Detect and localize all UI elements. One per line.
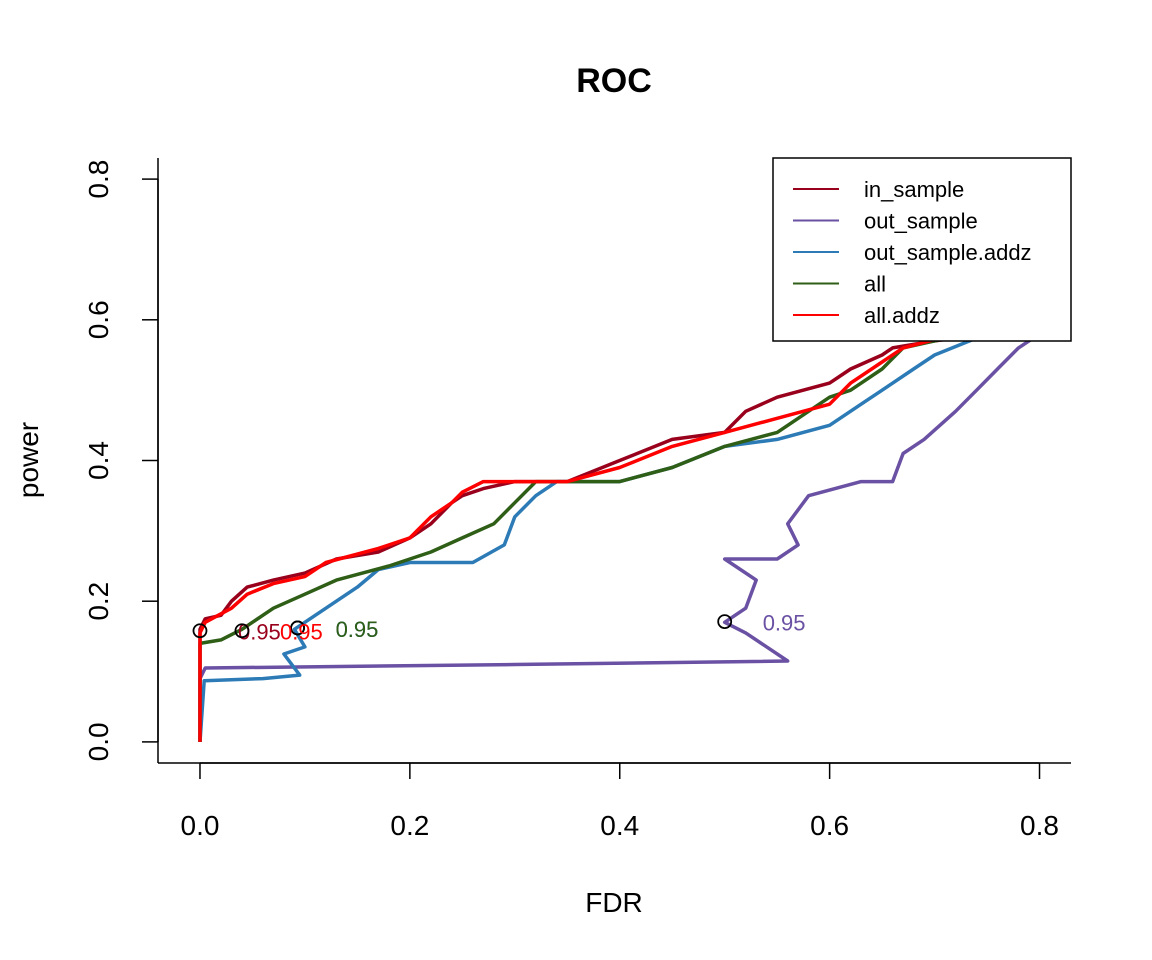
series-line-out-sample-addz <box>198 332 988 743</box>
series-line-in-sample <box>198 318 1040 742</box>
legend-label-in-sample: in_sample <box>864 177 964 202</box>
x-tick-label: 0.6 <box>810 810 849 841</box>
y-tick-label: 0.8 <box>83 160 114 199</box>
y-tick-label: 0.4 <box>83 441 114 480</box>
marker-label-out-sample: 0.95 <box>763 611 806 636</box>
y-tick-label: 0.6 <box>83 300 114 339</box>
series-line-all-addz <box>198 318 1040 742</box>
marker-label-all: 0.95 <box>336 617 379 642</box>
y-tick-label: 0.0 <box>83 722 114 761</box>
x-axis-label: FDR <box>585 887 643 918</box>
marker-label-out-sample-addz: 0.95 <box>336 617 379 642</box>
x-tick-label: 0.2 <box>390 810 429 841</box>
legend-label-out-sample-addz: out_sample.addz <box>864 240 1032 265</box>
marker-all-addz <box>234 623 250 639</box>
legend-label-all: all <box>864 272 886 297</box>
y-tick-label: 0.2 <box>83 582 114 621</box>
marker-label-in-sample: 0.95 <box>238 620 281 645</box>
marker-out-sample <box>717 614 733 629</box>
series-line-out-sample <box>198 332 1041 742</box>
legend-label-all-addz: all.addz <box>864 303 940 328</box>
x-tick-label: 0.0 <box>181 810 220 841</box>
marker-label-all-addz: 0.95 <box>280 620 323 645</box>
legend-label-out-sample: out_sample <box>864 209 978 234</box>
chart-title: ROC <box>576 62 652 100</box>
y-axis-label: power <box>13 422 44 498</box>
x-tick-label: 0.4 <box>600 810 639 841</box>
marker-in-sample <box>192 623 208 639</box>
series-line-all <box>198 318 1040 742</box>
marker-all <box>290 620 305 636</box>
x-tick-label: 0.8 <box>1020 810 1059 841</box>
